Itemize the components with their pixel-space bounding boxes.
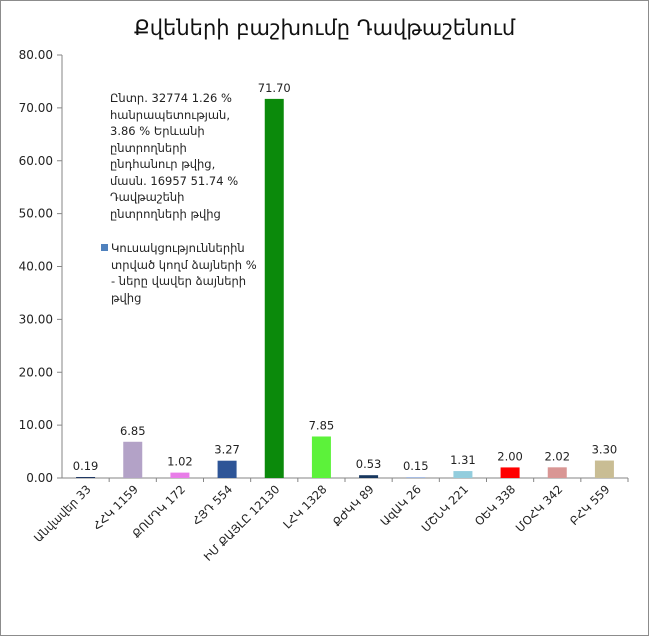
x-tick-label: Անվավեր 33 (31, 482, 94, 545)
bar (123, 441, 143, 478)
bar-value-label: 6.85 (120, 424, 146, 438)
x-tick-label: ՄՇՆԿ 221 (419, 482, 471, 534)
x-tick-label: ՄՕՀԿ 342 (513, 482, 566, 535)
bar (453, 471, 473, 478)
bar (594, 460, 614, 478)
y-tick-label: 30.00 (19, 312, 53, 326)
x-tick-label: ԲՀԿ 559 (567, 482, 613, 528)
y-tick-label: 80.00 (19, 48, 53, 62)
bar (500, 467, 520, 478)
x-tick-label: ԼՀԿ 1328 (280, 482, 329, 531)
chart-title: Քվեների բաշխումը Դավթաշենում (133, 16, 516, 40)
bar (406, 477, 426, 478)
bar (359, 475, 379, 478)
bar (217, 460, 237, 478)
chart-note-line: Ընտր. 32774 1.26 % (110, 91, 232, 105)
bar (547, 467, 567, 478)
bar-value-label: 71.70 (258, 81, 291, 95)
bar (311, 436, 331, 478)
bar-value-label: 2.02 (544, 449, 570, 463)
chart-note-line: Դավթաշենի (110, 190, 185, 204)
bar (76, 476, 96, 478)
chart-note-line: ընդհանուր թվից, (110, 157, 216, 171)
bar-value-label: 3.30 (592, 443, 618, 457)
bar-value-label: 0.15 (403, 459, 429, 473)
y-tick-label: 50.00 (19, 207, 53, 221)
chart-note-line: հանրապետության, (110, 107, 231, 122)
y-tick-label: 0.00 (26, 471, 53, 485)
y-tick-label: 40.00 (19, 260, 53, 274)
legend-label: Կուսակցություններին տրված կողմ ձայների %… (111, 241, 257, 305)
y-tick-label: 70.00 (19, 101, 53, 115)
x-tick-label: ՀՀԿ 1159 (90, 482, 141, 533)
legend-swatch (101, 244, 108, 251)
x-tick-label: ՕԵԿ 338 (472, 482, 518, 528)
bar-value-label: 3.27 (214, 443, 240, 457)
x-tick-label: ԱզԱԿ 26 (377, 482, 423, 528)
bar-value-label: 0.19 (73, 459, 99, 473)
chart-note-line: մասն. 16957 51.74 % (110, 173, 239, 188)
chart-note-line: ընտրողների թվից (110, 206, 221, 221)
y-tick-label: 60.00 (19, 154, 53, 168)
bar-value-label: 1.31 (450, 453, 476, 467)
x-tick-label: ՀՅԴ 554 (189, 482, 235, 528)
bar-value-label: 0.53 (356, 457, 382, 471)
x-tick-label: ՔԺԿԿ 89 (330, 482, 377, 529)
bar (264, 98, 284, 478)
y-tick-label: 10.00 (19, 418, 53, 432)
chart-note: Ընտր. 32774 1.26 % հանրապետության, 3.86 % … (110, 90, 270, 222)
bar-value-label: 2.00 (497, 449, 523, 463)
chart-note-line: 3.86 % Երևանի (110, 124, 205, 138)
y-tick-label: 20.00 (19, 365, 53, 379)
bar-value-label: 7.85 (309, 418, 335, 432)
bar (170, 472, 190, 478)
bar-value-label: 1.02 (167, 455, 193, 469)
chart-note-line: ընտրողների (110, 140, 187, 155)
